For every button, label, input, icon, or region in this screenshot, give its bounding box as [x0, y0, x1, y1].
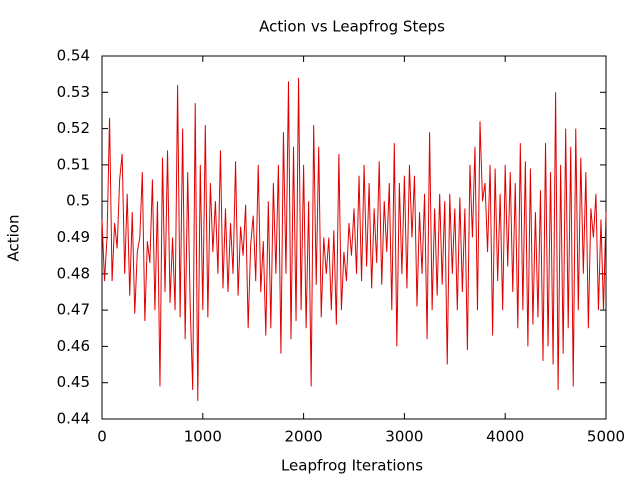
y-axis-label: Action	[5, 215, 23, 262]
y-tick-label: 0.49	[57, 228, 90, 246]
x-tick-label: 0	[97, 428, 107, 446]
x-tick-label: 4000	[486, 428, 524, 446]
y-tick-label: 0.45	[57, 373, 90, 391]
y-tick-label: 0.47	[57, 301, 90, 319]
y-tick-label: 0.48	[57, 264, 90, 282]
y-tick-label: 0.53	[57, 83, 90, 101]
x-axis-label: Leapfrog Iterations	[281, 457, 423, 475]
x-tick-label: 5000	[587, 428, 625, 446]
y-tick-label: 0.54	[57, 47, 90, 65]
y-tick-label: 0.51	[57, 155, 90, 173]
y-tick-label: 0.5	[66, 192, 90, 210]
x-tick-label: 1000	[184, 428, 222, 446]
x-tick-label: 3000	[385, 428, 423, 446]
y-tick-label: 0.52	[57, 119, 90, 137]
data-line	[101, 77, 607, 401]
chart-title: Action vs Leapfrog Steps	[259, 18, 445, 36]
x-tick-label: 2000	[285, 428, 323, 446]
y-tick-label: 0.46	[57, 337, 90, 355]
y-tick-label: 0.44	[57, 410, 90, 428]
